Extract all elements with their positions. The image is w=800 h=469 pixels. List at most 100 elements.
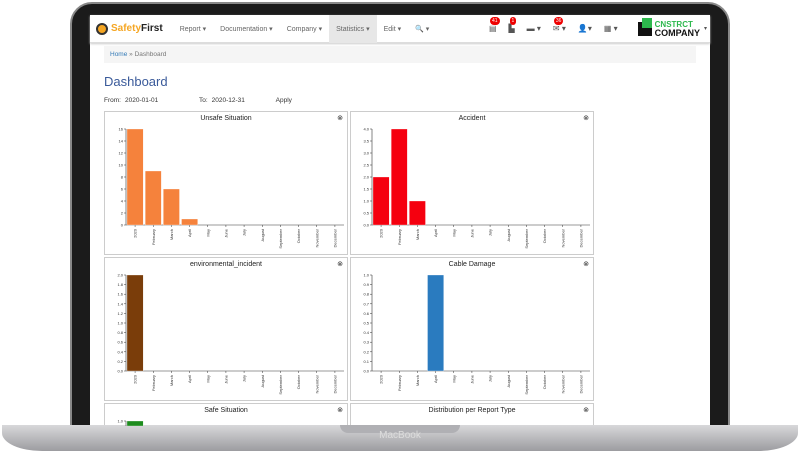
x-tick-label: December	[332, 228, 337, 247]
y-tick-label: 0.3	[363, 340, 369, 345]
y-tick-label: 0.0	[117, 369, 123, 374]
y-tick-label: 16	[119, 127, 124, 132]
x-tick-label: December	[578, 228, 583, 247]
x-tick-label: April	[187, 229, 192, 237]
bar[interactable]	[427, 274, 444, 372]
close-chart-icon[interactable]: ⊗	[583, 115, 589, 122]
y-tick-label: 0.5	[363, 321, 369, 326]
bar[interactable]	[391, 128, 408, 226]
company-line2: COMPANY	[654, 27, 700, 38]
x-tick-label: March	[169, 229, 174, 240]
y-tick-label: 14	[119, 139, 124, 144]
x-tick-label: May	[451, 375, 456, 383]
y-tick-label: 0.5	[363, 211, 369, 216]
uk-flag-icon-glyph: ▦ ▾	[603, 24, 618, 33]
bar[interactable]	[181, 218, 198, 226]
y-tick-label: 1.6	[117, 292, 123, 297]
chat-icon[interactable]: ▬ ▾	[521, 24, 547, 33]
y-tick-label: 1.5	[363, 187, 369, 192]
close-chart-icon[interactable]: ⊗	[583, 407, 589, 414]
chat-icon-glyph: ▬ ▾	[526, 24, 541, 33]
nav-item-4[interactable]: Edit ▾	[383, 25, 402, 33]
company-logo-mark	[637, 17, 652, 36]
x-tick-label: July	[242, 229, 247, 236]
notification-badge: 36	[553, 17, 564, 25]
x-tick-label: September	[278, 374, 283, 394]
y-tick-label: 4	[121, 199, 124, 204]
close-chart-icon[interactable]: ⊗	[337, 115, 343, 122]
chart-panel: 0.0 0.1 0.2 0.3 0.4 0.5 0.6 0.7 0.8 0.9 1.0 2020 Feb…	[350, 257, 594, 401]
x-tick-label: October	[542, 228, 547, 243]
x-tick-label: 2020	[133, 228, 138, 238]
y-tick-label: 1.0	[117, 419, 123, 424]
chart-title: Accident	[458, 115, 486, 122]
bar[interactable]	[163, 188, 180, 226]
user-icon-glyph: 👤▾	[577, 24, 592, 33]
x-tick-label: 2020	[379, 374, 384, 384]
chart-panel: Distribution per Report Type ⊗	[350, 403, 594, 425]
navbar: Safety First Report ▾ Documentation ▾ Compa…	[90, 14, 710, 43]
uk-flag-icon[interactable]: ▦ ▾	[598, 24, 624, 33]
to-date-input[interactable]: 2020-12-31	[211, 97, 245, 104]
x-tick-label: June	[469, 374, 474, 383]
y-tick-label: 0.4	[117, 349, 123, 354]
x-tick-label: 2020	[133, 374, 138, 384]
bar[interactable]	[126, 128, 144, 226]
bar[interactable]	[126, 274, 144, 372]
bar[interactable]	[126, 420, 144, 426]
chart-title: Safe Situation	[204, 407, 248, 414]
mail-icon[interactable]: ✉ ▾ 36	[547, 17, 572, 33]
x-tick-label: February	[397, 229, 402, 245]
y-tick-label: 8	[121, 175, 124, 180]
x-tick-label: August	[260, 228, 265, 241]
x-tick-label: June	[223, 228, 228, 237]
bar[interactable]	[372, 176, 390, 226]
breadcrumb-home[interactable]: Home	[110, 51, 128, 58]
y-tick-label: 0.8	[363, 292, 369, 297]
company-logo: CNSTRCT COMPANY	[637, 17, 700, 38]
chart-svg: 1.0	[117, 419, 144, 426]
x-tick-label: March	[169, 375, 174, 386]
chart-panel: 0.0 0.2 0.4 0.6 0.8 1.0 1.2 1.4 1.6 1.8 2.0 2020 Feb…	[104, 257, 348, 401]
bar[interactable]	[145, 170, 162, 226]
y-tick-label: 3.5	[363, 139, 369, 144]
breadcrumb-current: Dashboard	[134, 51, 167, 58]
y-tick-label: 6	[121, 187, 124, 192]
nav-item-1[interactable]: Documentation ▾	[220, 25, 273, 33]
chart-panel: 0 2 4 6 8 10 12 14 16 2020 February March April May Ju…	[104, 111, 348, 255]
close-chart-icon[interactable]: ⊗	[337, 407, 343, 414]
y-tick-label: 2.0	[363, 175, 369, 180]
y-tick-label: 0.8	[117, 330, 123, 335]
bar[interactable]	[409, 200, 426, 226]
nav-item-2[interactable]: Company ▾	[286, 25, 323, 33]
nav-item-3[interactable]: Statistics ▾	[329, 14, 377, 43]
notification-badge: 41	[489, 17, 500, 25]
y-tick-label: 0.6	[363, 311, 369, 316]
x-tick-label: September	[524, 228, 529, 248]
y-tick-label: 0.0	[363, 369, 369, 374]
logo[interactable]: Safety First	[90, 22, 173, 35]
helmet-icon	[96, 22, 108, 35]
list-icon[interactable]: ▤ 41	[483, 17, 503, 33]
y-tick-label: 1.0	[117, 321, 123, 326]
document-icon[interactable]: ▙ 1	[503, 17, 521, 33]
user-icon[interactable]: 👤▾	[572, 24, 598, 33]
x-tick-label: April	[433, 375, 438, 383]
x-tick-label: September	[524, 374, 529, 394]
nav-menu: Report ▾ Documentation ▾ Company ▾ Statisti…	[173, 14, 437, 43]
y-tick-label: 4.0	[363, 127, 369, 132]
from-date-input[interactable]: 2020-01-01	[124, 97, 159, 104]
nav-item-0[interactable]: Report ▾	[179, 25, 207, 33]
x-tick-label: May	[205, 375, 210, 383]
notification-badge: 1	[509, 17, 517, 25]
close-chart-icon[interactable]: ⊗	[583, 261, 589, 268]
close-chart-icon[interactable]: ⊗	[337, 261, 343, 268]
page-title: Dashboard	[104, 74, 168, 89]
company-dropdown-icon[interactable]: ▾	[703, 26, 707, 32]
x-tick-label: November	[314, 374, 319, 393]
apply-button[interactable]: Apply	[275, 97, 292, 104]
x-tick-label: August	[260, 374, 265, 387]
nav-item-5[interactable]: 🔍 ▾	[415, 25, 430, 33]
mail-icon-glyph: ✉ ▾	[552, 24, 566, 33]
